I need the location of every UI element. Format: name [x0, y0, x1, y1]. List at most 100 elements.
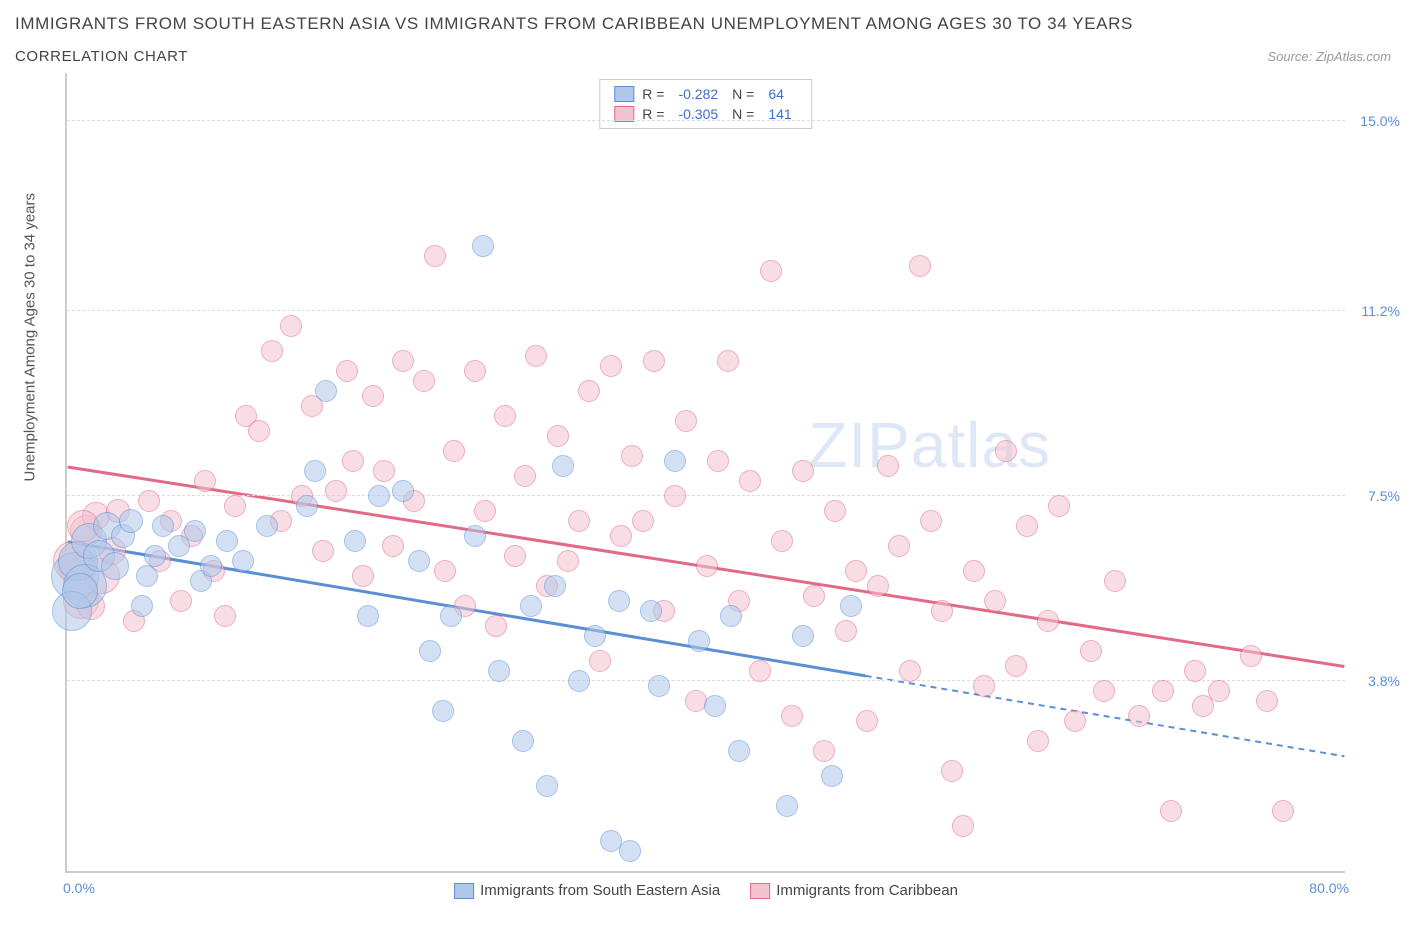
data-point-car: [963, 560, 985, 582]
data-point-car: [920, 510, 942, 532]
data-point-car: [325, 480, 347, 502]
data-point-car: [739, 470, 761, 492]
legend-n-prefix: N =: [732, 86, 754, 102]
data-point-sea: [432, 700, 454, 722]
data-point-sea: [821, 765, 843, 787]
chart-title: IMMIGRANTS FROM SOUTH EASTERN ASIA VS IM…: [15, 14, 1391, 34]
data-point-sea: [216, 530, 238, 552]
legend-stats-row-sea: R = -0.282 N = 64: [600, 84, 811, 104]
data-point-sea: [619, 840, 641, 862]
data-point-car: [1240, 645, 1262, 667]
data-point-car: [931, 600, 953, 622]
data-point-car: [1184, 660, 1206, 682]
legend-label-car: Immigrants from Caribbean: [776, 882, 958, 899]
data-point-car: [362, 385, 384, 407]
x-axis-max-label: 80.0%: [1309, 880, 1349, 896]
data-point-car: [547, 425, 569, 447]
data-point-car: [749, 660, 771, 682]
y-tick-label: 3.8%: [1368, 673, 1400, 689]
data-point-sea: [584, 625, 606, 647]
data-point-car: [170, 590, 192, 612]
data-point-car: [888, 535, 910, 557]
data-point-car: [261, 340, 283, 362]
data-point-car: [867, 575, 889, 597]
data-point-sea: [368, 485, 390, 507]
data-point-car: [280, 315, 302, 337]
data-point-sea: [704, 695, 726, 717]
data-point-car: [803, 585, 825, 607]
data-point-car: [434, 560, 456, 582]
data-point-car: [138, 490, 160, 512]
data-point-sea: [101, 552, 129, 580]
data-point-car: [717, 350, 739, 372]
plot-area: ZIPatlas R = -0.282 N = 64 R = -0.305 N …: [65, 73, 1345, 873]
data-point-sea: [62, 573, 98, 609]
subtitle-row: CORRELATION CHART Source: ZipAtlas.com: [15, 48, 1391, 65]
data-point-car: [1208, 680, 1230, 702]
data-point-car: [1080, 640, 1102, 662]
data-point-car: [696, 555, 718, 577]
legend-swatch-car-icon: [750, 883, 770, 899]
data-point-sea: [344, 530, 366, 552]
trendlines-svg: [67, 73, 1345, 871]
data-point-sea: [840, 595, 862, 617]
data-point-car: [214, 605, 236, 627]
data-point-car: [1016, 515, 1038, 537]
data-point-sea: [488, 660, 510, 682]
data-point-sea: [440, 605, 462, 627]
source-prefix: Source:: [1267, 49, 1315, 64]
legend-stats-box: R = -0.282 N = 64 R = -0.305 N = 141: [599, 79, 812, 129]
data-point-car: [312, 540, 334, 562]
data-point-sea: [688, 630, 710, 652]
chart-subtitle: CORRELATION CHART: [15, 48, 188, 65]
legend-swatch-sea-icon: [454, 883, 474, 899]
data-point-sea: [728, 740, 750, 762]
gridline: [67, 120, 1345, 121]
data-point-car: [485, 615, 507, 637]
data-point-sea: [304, 460, 326, 482]
data-point-sea: [256, 515, 278, 537]
data-point-car: [1093, 680, 1115, 702]
data-point-car: [373, 460, 395, 482]
data-point-car: [1064, 710, 1086, 732]
data-point-car: [835, 620, 857, 642]
y-tick-label: 15.0%: [1360, 113, 1400, 129]
data-point-car: [336, 360, 358, 382]
data-point-sea: [119, 509, 143, 533]
data-point-car: [1128, 705, 1150, 727]
data-point-car: [909, 255, 931, 277]
data-point-car: [443, 440, 465, 462]
legend-stats-row-car: R = -0.305 N = 141: [600, 104, 811, 124]
data-point-car: [675, 410, 697, 432]
data-point-sea: [315, 380, 337, 402]
data-point-sea: [357, 605, 379, 627]
data-point-sea: [664, 450, 686, 472]
data-point-car: [899, 660, 921, 682]
data-point-sea: [520, 595, 542, 617]
data-point-car: [1027, 730, 1049, 752]
data-point-sea: [472, 235, 494, 257]
legend-label-sea: Immigrants from South Eastern Asia: [480, 882, 720, 899]
data-point-car: [813, 740, 835, 762]
data-point-sea: [144, 545, 166, 567]
data-point-car: [352, 565, 374, 587]
data-point-sea: [392, 480, 414, 502]
y-tick-label: 7.5%: [1368, 488, 1400, 504]
data-point-sea: [419, 640, 441, 662]
data-point-car: [707, 450, 729, 472]
data-point-sea: [792, 625, 814, 647]
data-point-car: [760, 260, 782, 282]
data-point-sea: [136, 565, 158, 587]
data-point-car: [1160, 800, 1182, 822]
data-point-car: [1037, 610, 1059, 632]
legend-series: Immigrants from South Eastern Asia Immig…: [454, 882, 958, 899]
data-point-sea: [608, 590, 630, 612]
data-point-car: [1104, 570, 1126, 592]
data-point-car: [514, 465, 536, 487]
data-point-car: [578, 380, 600, 402]
data-point-sea: [408, 550, 430, 572]
watermark-light: atlas: [911, 409, 1051, 481]
data-point-car: [973, 675, 995, 697]
data-point-car: [392, 350, 414, 372]
data-point-car: [824, 500, 846, 522]
